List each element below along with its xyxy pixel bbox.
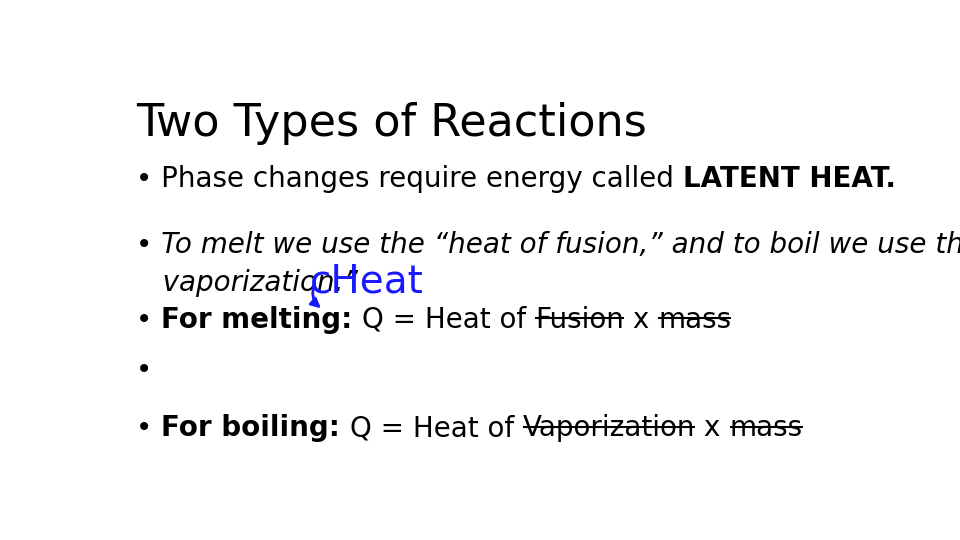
Text: Q = Heat of: Q = Heat of [350,414,523,442]
Text: Vaporization: Vaporization [523,414,695,442]
Text: •: • [136,414,161,442]
Text: x: x [695,414,730,442]
Text: cHeat: cHeat [310,262,423,300]
Text: • To melt we use the “heat of fusion,” and to boil we use the “heat of
   vapori: • To melt we use the “heat of fusion,” a… [136,231,960,297]
Text: • Phase changes require energy called: • Phase changes require energy called [136,165,684,193]
Text: mass: mass [730,414,803,442]
Text: For boiling:: For boiling: [161,414,350,442]
Text: mass: mass [659,306,732,334]
Text: For melting:: For melting: [161,306,362,334]
Text: LATENT HEAT.: LATENT HEAT. [684,165,896,193]
Text: x: x [624,306,659,334]
Text: Two Types of Reactions: Two Types of Reactions [136,102,647,145]
Text: •: • [136,356,153,384]
Text: Q = Heat of: Q = Heat of [362,306,536,334]
Text: Fusion: Fusion [536,306,624,334]
Text: •: • [136,306,161,334]
